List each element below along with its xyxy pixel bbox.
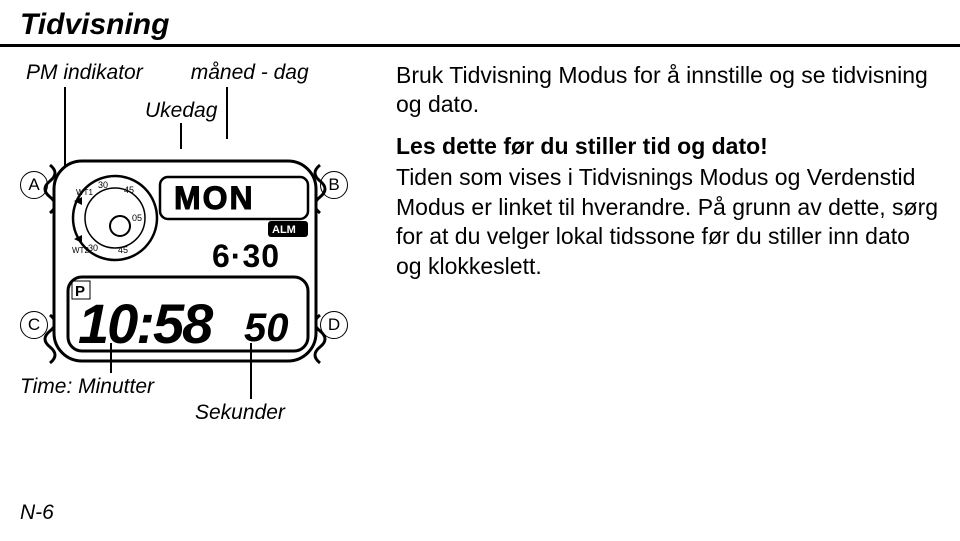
leader-line	[250, 343, 252, 399]
callout-time-min: Time: Minutter	[20, 375, 154, 399]
bezel-number: 45	[124, 185, 134, 195]
bezel-number: 05	[132, 213, 142, 223]
callout-sekunder: Sekunder	[195, 401, 285, 425]
bezel-number: 45	[118, 245, 128, 255]
intro-paragraph: Bruk Tidvisning Modus for å innstille og…	[396, 61, 940, 120]
diagram-column: PM indikator måned - dag Ukedag A B C D	[20, 61, 380, 378]
text-column: Bruk Tidvisning Modus for å innstille og…	[396, 61, 940, 378]
lcd-day: MON	[174, 180, 255, 216]
page-title: Tidvisning	[0, 0, 960, 47]
callout-ukedag: Ukedag	[145, 99, 217, 123]
lcd-time-hm: 10:58	[78, 292, 214, 355]
wt-label: WT1	[76, 188, 93, 197]
leader-line	[226, 87, 228, 139]
callout-row-top: PM indikator måned - dag	[20, 61, 380, 85]
content-row: PM indikator måned - dag Ukedag A B C D	[0, 61, 960, 378]
wt-label: WT2	[72, 246, 89, 255]
watch-diagram: 30 45 05 45 30 WT1 WT2 MON ALM	[20, 143, 380, 378]
leader-line	[110, 343, 112, 373]
bezel-number: 30	[88, 243, 98, 253]
body-paragraph: Tiden som vises i Tidvisnings Modus og V…	[396, 163, 940, 281]
lcd-date: 6·30	[212, 238, 280, 274]
alm-badge: ALM	[272, 224, 296, 236]
callout-pm: PM indikator	[26, 61, 143, 85]
bold-heading: Les dette før du stiller tid og dato!	[396, 132, 940, 161]
callout-maned-dag: måned - dag	[191, 61, 309, 85]
bezel-number: 30	[98, 180, 108, 190]
page-number: N-6	[20, 501, 54, 525]
